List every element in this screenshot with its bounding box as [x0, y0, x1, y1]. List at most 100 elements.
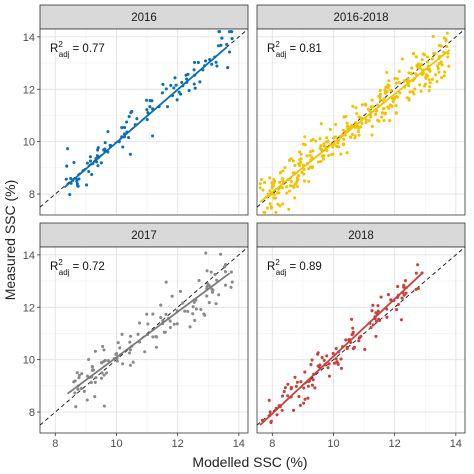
data-point: [336, 362, 340, 366]
data-point: [150, 99, 154, 103]
data-point: [412, 92, 416, 96]
x-tick-label: 14: [450, 438, 462, 450]
data-point: [443, 70, 447, 74]
r2-symbol: R: [267, 261, 275, 273]
data-point: [428, 85, 432, 89]
y-tick-label: 14: [23, 32, 35, 44]
data-point: [342, 137, 346, 141]
data-point: [300, 170, 304, 174]
data-point: [135, 117, 139, 121]
data-point: [437, 70, 441, 74]
data-point: [303, 135, 307, 139]
data-point: [334, 357, 338, 361]
data-point: [366, 107, 370, 111]
data-point: [106, 130, 110, 134]
data-point: [331, 152, 335, 156]
data-point: [192, 60, 197, 64]
y-tick-label: 12: [23, 84, 35, 96]
r2-value: = 0.89: [289, 261, 321, 273]
data-point: [339, 357, 343, 361]
data-point: [174, 83, 178, 87]
data-point: [229, 285, 233, 289]
data-point: [407, 98, 411, 102]
regression-line: [66, 272, 231, 395]
data-point: [418, 63, 422, 67]
data-point: [414, 55, 418, 59]
data-point: [331, 136, 336, 140]
data-point: [297, 162, 301, 166]
data-point: [395, 77, 399, 81]
data-point: [230, 30, 234, 34]
data-point: [286, 394, 290, 398]
data-point: [299, 152, 303, 156]
data-point: [321, 157, 326, 161]
data-point: [274, 210, 278, 214]
data-point: [143, 350, 147, 354]
data-point: [265, 206, 270, 210]
data-point: [440, 76, 444, 80]
data-point: [388, 119, 392, 123]
regression-line: [259, 49, 451, 203]
data-point: [314, 139, 318, 143]
regression-line: [63, 46, 228, 189]
data-point: [168, 319, 172, 323]
x-axis-title: Modelled SSC (%): [192, 454, 307, 470]
data-point: [386, 86, 390, 90]
data-point: [419, 89, 423, 93]
data-point: [426, 60, 430, 64]
data-point: [267, 398, 271, 402]
data-point: [394, 111, 398, 115]
data-point: [302, 386, 306, 390]
data-point: [396, 95, 400, 99]
data-point: [99, 376, 104, 380]
data-point: [309, 139, 313, 143]
data-point: [146, 322, 150, 326]
r2-subscript: adj: [59, 268, 70, 277]
data-point: [210, 62, 214, 66]
data-point: [286, 382, 290, 386]
data-point: [357, 339, 361, 343]
data-point: [151, 134, 155, 138]
data-point: [120, 126, 124, 130]
data-point: [128, 348, 133, 352]
data-point: [407, 71, 411, 75]
data-point: [357, 133, 361, 137]
data-point: [160, 91, 164, 95]
data-point: [106, 359, 110, 363]
data-point: [102, 148, 106, 152]
data-point: [371, 323, 375, 327]
data-point: [270, 184, 274, 189]
data-point: [319, 159, 323, 164]
data-point: [339, 152, 343, 156]
data-point: [82, 389, 86, 393]
data-point: [427, 68, 431, 72]
data-point: [145, 118, 149, 122]
data-point: [272, 192, 276, 197]
data-point: [397, 81, 401, 85]
data-point: [424, 76, 428, 80]
data-point: [122, 125, 127, 130]
data-point: [391, 99, 395, 104]
data-point: [192, 300, 196, 304]
data-point: [293, 182, 297, 186]
data-point: [411, 51, 415, 55]
data-point: [322, 358, 326, 362]
r2-symbol: R: [50, 261, 58, 273]
data-point: [383, 89, 387, 94]
data-point: [96, 146, 100, 150]
data-point: [380, 115, 384, 119]
data-point: [427, 78, 431, 82]
data-point: [210, 287, 214, 291]
data-point: [382, 118, 386, 123]
data-point: [99, 161, 103, 165]
data-point: [307, 180, 311, 184]
data-point: [219, 43, 223, 47]
data-point: [175, 98, 179, 102]
data-point: [87, 357, 91, 362]
data-point: [306, 396, 310, 400]
data-point: [302, 401, 306, 405]
data-point: [101, 344, 105, 348]
data-point: [403, 279, 407, 283]
regression-line: [259, 272, 423, 426]
